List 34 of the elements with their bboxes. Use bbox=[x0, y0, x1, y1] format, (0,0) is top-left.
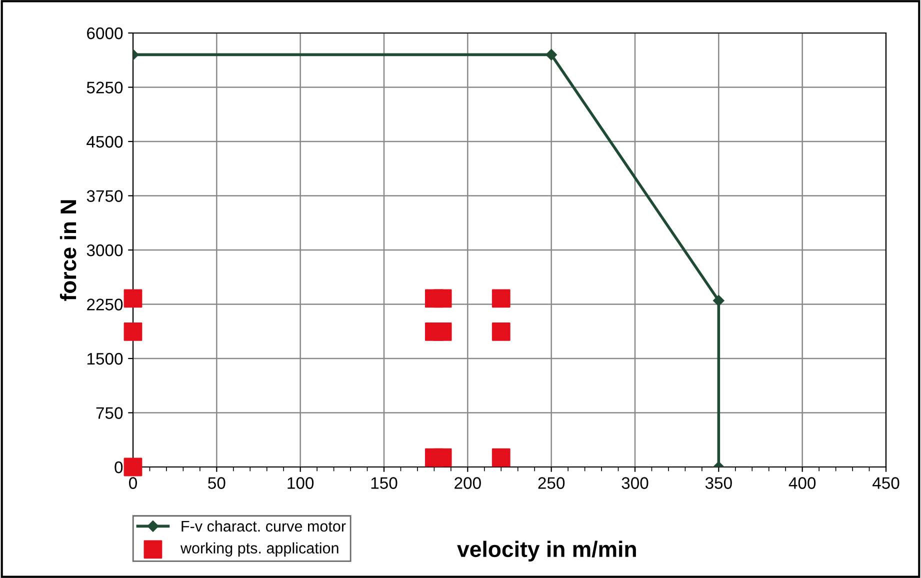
y-tick-label: 0 bbox=[114, 461, 123, 474]
x-tick-label: 400 bbox=[788, 477, 816, 489]
point bbox=[546, 49, 557, 60]
x-tick-label: 50 bbox=[208, 477, 226, 489]
x-axis-title: velocity in m/min bbox=[457, 540, 636, 562]
x-tick-label: 200 bbox=[454, 477, 481, 489]
y-tick-label: 3750 bbox=[86, 190, 123, 202]
x-tick-label: 100 bbox=[288, 477, 314, 489]
x-tick-label: 350 bbox=[705, 477, 732, 489]
point bbox=[124, 458, 142, 476]
legend-label: working pts. application bbox=[180, 542, 338, 557]
x-tick-label: 300 bbox=[622, 477, 648, 489]
point bbox=[492, 448, 510, 467]
y-tick-label: 6000 bbox=[87, 27, 123, 40]
y-tick-label: 3000 bbox=[86, 244, 123, 256]
point bbox=[713, 295, 724, 306]
legend-label: F-v charact. curve motor bbox=[182, 520, 346, 532]
y-axis-title: force in N bbox=[60, 200, 76, 301]
point bbox=[492, 322, 510, 341]
y-tick-label: 750 bbox=[96, 407, 123, 419]
x-tick-label: 250 bbox=[538, 477, 565, 489]
point bbox=[433, 448, 452, 467]
x-tick-label: 450 bbox=[872, 477, 900, 489]
point bbox=[433, 289, 452, 308]
point bbox=[433, 322, 452, 341]
point bbox=[492, 289, 510, 308]
x-tick-label: 0 bbox=[129, 477, 137, 489]
point bbox=[124, 322, 142, 341]
y-tick-label: 1500 bbox=[87, 352, 123, 365]
y-tick-label: 5250 bbox=[86, 82, 123, 94]
point bbox=[124, 289, 142, 308]
y-tick-label: 2250 bbox=[87, 298, 123, 310]
y-tick-label: 4500 bbox=[86, 136, 123, 148]
x-tick-label: 150 bbox=[371, 477, 398, 489]
